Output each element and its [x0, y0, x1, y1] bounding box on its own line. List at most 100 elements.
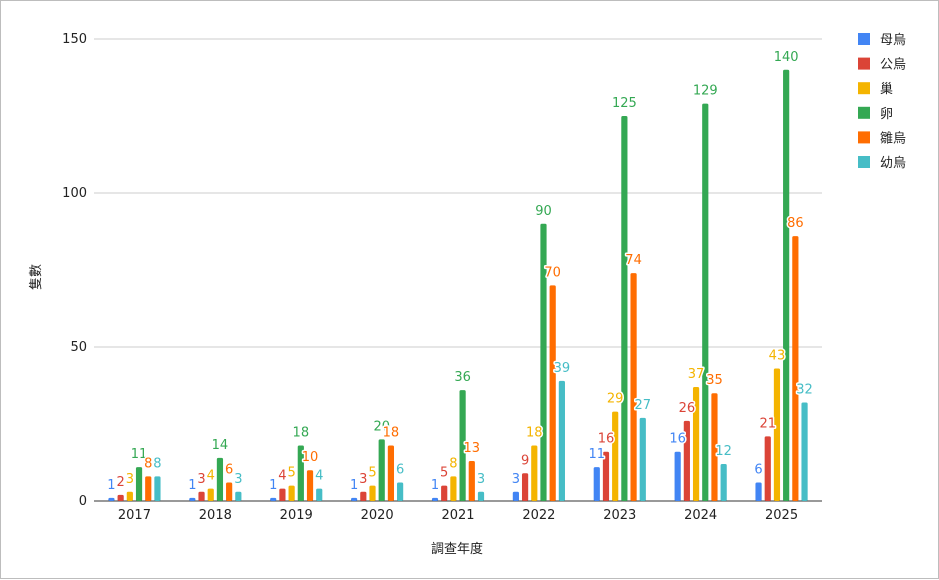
bar: [773, 368, 781, 501]
bar: [108, 497, 115, 501]
legend-swatch: [858, 131, 870, 144]
bar: [593, 467, 600, 501]
x-tick-label: 2020: [361, 508, 394, 523]
x-tick-label: 2025: [765, 508, 798, 523]
bar: [630, 273, 637, 501]
bar: [459, 390, 466, 501]
data-label: 36: [454, 370, 471, 385]
legend-swatch: [858, 156, 870, 168]
bar: [549, 285, 556, 501]
data-label: 4: [278, 469, 286, 484]
data-label: 129: [693, 84, 718, 99]
x-axis-title: 調查年度: [431, 541, 483, 557]
bar: [387, 445, 395, 501]
data-label: 16: [669, 432, 686, 447]
data-label: 39: [554, 361, 571, 376]
data-label: 35: [706, 373, 723, 388]
bar: [621, 116, 628, 501]
legend-label: 雛烏: [880, 130, 906, 146]
data-label: 5: [287, 466, 295, 481]
bar: [270, 497, 277, 501]
data-label: 6: [754, 463, 762, 478]
data-label: 3: [234, 472, 242, 487]
bar: [297, 445, 304, 501]
data-label: 16: [598, 432, 615, 447]
bar: [602, 451, 610, 501]
x-tick-label: 2022: [522, 508, 555, 523]
data-label: 3: [359, 472, 367, 487]
y-tick-label: 50: [70, 340, 87, 355]
data-label: 13: [464, 441, 481, 456]
data-label: 90: [535, 204, 552, 219]
data-label: 1: [269, 478, 277, 493]
data-label: 20: [373, 419, 390, 434]
bar: [720, 464, 727, 501]
bar: [126, 491, 133, 501]
data-label: 8: [449, 456, 457, 471]
legend-swatch: [858, 57, 870, 70]
data-label: 6: [396, 463, 404, 478]
data-label: 9: [521, 453, 529, 468]
bar: [189, 497, 196, 501]
bars: [108, 69, 808, 502]
legend-label: 卵: [880, 107, 893, 122]
bar: [154, 476, 161, 501]
x-tick-label: 2024: [684, 508, 717, 523]
data-label: 140: [774, 50, 799, 65]
bar: [540, 223, 547, 502]
data-label: 4: [207, 469, 215, 484]
data-label: 21: [759, 416, 776, 431]
data-label: 74: [625, 253, 642, 268]
bar: [692, 387, 700, 501]
bar: [477, 491, 485, 501]
bar: [512, 491, 519, 501]
x-tick-label: 2023: [603, 508, 636, 523]
bar: [755, 482, 762, 501]
data-label: 10: [302, 450, 319, 465]
data-label: 8: [144, 456, 152, 471]
bar: [145, 476, 152, 501]
data-label: 14: [212, 438, 229, 453]
bar: [441, 485, 448, 501]
data-label: 86: [787, 216, 804, 231]
legend-swatch: [858, 82, 870, 95]
bar: [639, 417, 646, 501]
y-tick-label: 0: [79, 494, 87, 509]
data-label: 5: [368, 466, 376, 481]
data-label: 5: [440, 466, 448, 481]
data-label: 43: [769, 349, 786, 364]
data-label: 18: [526, 426, 543, 441]
bar: [612, 411, 619, 501]
bar: [521, 473, 529, 501]
bar: [468, 460, 475, 501]
bar: [288, 485, 295, 501]
data-label: 11: [131, 447, 148, 462]
bar: [531, 445, 538, 501]
bar: [207, 488, 214, 501]
bar: [360, 491, 367, 501]
bar: [351, 497, 358, 501]
y-tick-label: 100: [62, 186, 87, 201]
bar: [792, 236, 799, 501]
bar: [226, 482, 233, 501]
bar: [674, 451, 681, 501]
bar: [316, 488, 323, 501]
y-axis-ticks: 0 50 100 150: [62, 32, 87, 509]
data-label: 3: [126, 472, 134, 487]
data-label: 3: [512, 472, 520, 487]
legend-swatch: [858, 106, 870, 119]
bar: [431, 497, 439, 501]
bar: [764, 436, 771, 501]
data-label: 29: [607, 392, 624, 407]
legend-label: 母烏: [880, 32, 906, 48]
data-label: 1: [431, 478, 439, 493]
data-label: 1: [188, 478, 196, 493]
x-tick-label: 2021: [441, 508, 474, 523]
bar: [801, 402, 808, 501]
data-label: 2: [117, 475, 125, 490]
data-label: 1: [350, 478, 358, 493]
